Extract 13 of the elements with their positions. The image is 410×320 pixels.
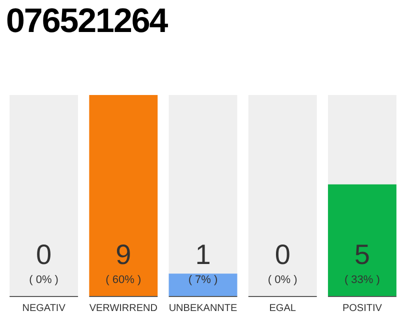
x-tick-label: NEGATIV [22,302,66,314]
data-label: 0 ( 0% ) [29,239,58,286]
data-label: 1 ( 7% ) [188,239,218,286]
bar [168,274,238,296]
data-label: 9 ( 60% ) [106,239,142,286]
x-tick-label: POSITIV [342,302,382,314]
data-label: 0 ( 0% ) [268,239,298,286]
bar [89,95,158,296]
x-tick-label: EGAL [269,302,296,314]
chart-title: 076521264 [6,2,168,41]
x-tick-label: UNBEKANNTE [168,302,238,314]
x-tick-label: VERWIRREND [89,302,158,314]
data-label: 5 ( 33% ) [344,239,380,286]
